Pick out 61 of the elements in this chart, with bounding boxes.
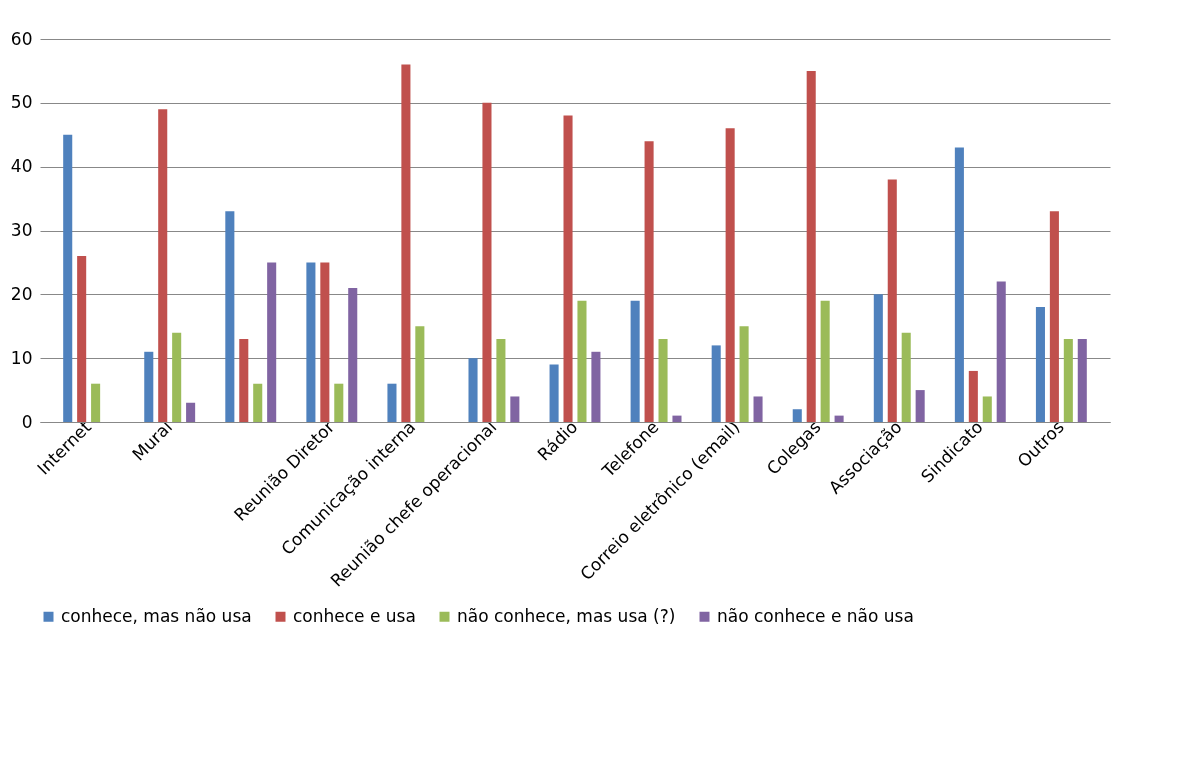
bar bbox=[563, 115, 573, 422]
y-tick-label: 20 bbox=[10, 283, 33, 304]
bar bbox=[792, 409, 802, 422]
y-tick-label: 0 bbox=[21, 411, 33, 432]
bar bbox=[1035, 307, 1045, 422]
bar bbox=[1077, 339, 1087, 422]
bar bbox=[996, 281, 1006, 422]
bar bbox=[630, 300, 640, 422]
bar bbox=[901, 332, 911, 422]
bar bbox=[887, 179, 897, 422]
bar bbox=[711, 345, 721, 422]
bar bbox=[158, 109, 168, 422]
legend-label: conhece, mas não usa bbox=[61, 605, 252, 626]
bar bbox=[806, 70, 816, 422]
bar bbox=[401, 64, 411, 422]
bar bbox=[954, 147, 964, 422]
bar bbox=[348, 287, 358, 422]
bar bbox=[820, 300, 830, 422]
bar bbox=[415, 326, 425, 422]
bar bbox=[915, 390, 925, 422]
bar bbox=[63, 134, 73, 422]
bar bbox=[253, 383, 263, 422]
y-tick-label: 30 bbox=[10, 220, 33, 240]
bar bbox=[320, 262, 330, 422]
bar bbox=[982, 396, 992, 422]
y-tick-label: 60 bbox=[10, 28, 33, 49]
bar bbox=[725, 128, 735, 422]
bar bbox=[510, 396, 520, 422]
bar bbox=[239, 339, 249, 422]
y-tick-label: 10 bbox=[10, 347, 33, 368]
bar bbox=[496, 339, 506, 422]
bar bbox=[834, 415, 844, 422]
bar bbox=[753, 396, 763, 422]
y-tick-label: 40 bbox=[10, 156, 33, 177]
bar bbox=[739, 326, 749, 422]
y-tick-label: 50 bbox=[10, 92, 33, 113]
legend-label: não conhece e não usa bbox=[717, 605, 914, 626]
bar bbox=[644, 141, 654, 422]
legend-label: não conhece, mas usa (?) bbox=[457, 605, 676, 626]
legend-label: conhece e usa bbox=[293, 605, 416, 626]
bar bbox=[577, 300, 587, 422]
bar bbox=[591, 351, 601, 422]
bar bbox=[672, 415, 682, 422]
bar bbox=[306, 262, 316, 422]
bar bbox=[267, 262, 277, 422]
bar bbox=[482, 102, 492, 422]
bar bbox=[334, 383, 344, 422]
bar bbox=[186, 402, 196, 422]
bar bbox=[77, 256, 87, 422]
bar bbox=[172, 332, 182, 422]
bar bbox=[968, 370, 978, 422]
bar bbox=[387, 383, 397, 422]
bar bbox=[91, 383, 101, 422]
bar bbox=[468, 358, 478, 422]
bar bbox=[549, 364, 559, 422]
bar bbox=[1049, 211, 1059, 422]
bar bbox=[1063, 339, 1073, 422]
bar bbox=[873, 294, 883, 422]
bar bbox=[658, 339, 668, 422]
bar bbox=[225, 211, 235, 422]
bar bbox=[144, 351, 154, 422]
